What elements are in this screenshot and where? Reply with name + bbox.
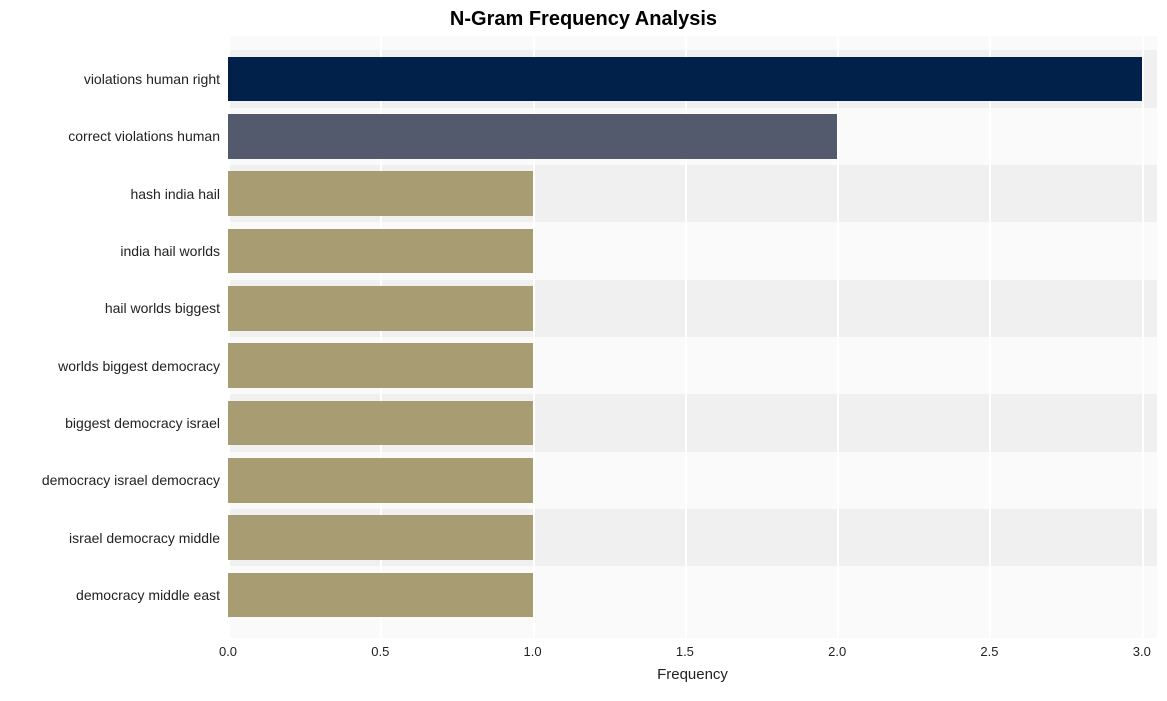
y-tick-label: hail worlds biggest — [4, 300, 220, 316]
x-axis-title: Frequency — [228, 666, 1157, 683]
bar — [228, 573, 533, 618]
gridline — [989, 36, 991, 638]
x-tick-label: 2.5 — [980, 644, 998, 659]
bar — [228, 401, 533, 446]
bar — [228, 57, 1142, 102]
y-tick-label: israel democracy middle — [4, 530, 220, 546]
gridline — [1142, 36, 1144, 638]
x-tick-label: 0.5 — [371, 644, 389, 659]
x-tick-label: 0.0 — [219, 644, 237, 659]
bar — [228, 515, 533, 560]
x-tick-label: 1.0 — [524, 644, 542, 659]
y-tick-label: democracy israel democracy — [4, 472, 220, 488]
y-tick-label: violations human right — [4, 71, 220, 87]
bar — [228, 229, 533, 274]
x-tick-label: 1.5 — [676, 644, 694, 659]
y-tick-label: worlds biggest democracy — [4, 358, 220, 374]
bar — [228, 286, 533, 331]
y-tick-label: correct violations human — [4, 128, 220, 144]
bar — [228, 114, 837, 159]
y-tick-label: india hail worlds — [4, 243, 220, 259]
y-tick-label: democracy middle east — [4, 587, 220, 603]
x-tick-label: 3.0 — [1133, 644, 1151, 659]
y-tick-label: biggest democracy israel — [4, 415, 220, 431]
bar — [228, 458, 533, 503]
plot-area — [228, 36, 1157, 638]
bar — [228, 343, 533, 388]
bar — [228, 171, 533, 216]
gridline — [837, 36, 839, 638]
y-tick-label: hash india hail — [4, 186, 220, 202]
chart-title: N-Gram Frequency Analysis — [0, 8, 1167, 31]
x-tick-label: 2.0 — [828, 644, 846, 659]
ngram-frequency-chart: N-Gram Frequency Analysis Frequency viol… — [0, 0, 1167, 701]
